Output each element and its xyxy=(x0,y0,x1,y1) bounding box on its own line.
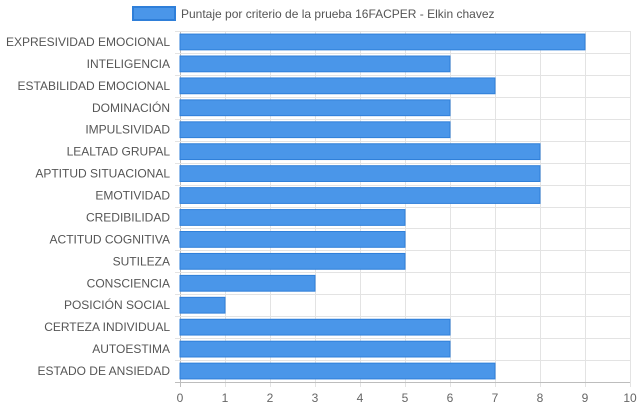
bar[interactable] xyxy=(179,340,451,358)
x-tick-label: 2 xyxy=(267,391,274,405)
x-tick-label: 1 xyxy=(222,391,229,405)
bar[interactable] xyxy=(179,362,496,380)
category-label: EXPRESIVIDAD EMOCIONAL xyxy=(6,35,170,49)
legend[interactable]: Puntaje por criterio de la prueba 16FACP… xyxy=(132,6,495,21)
bar[interactable] xyxy=(179,33,586,51)
bar[interactable] xyxy=(179,99,451,117)
category-label: INTELIGENCIA xyxy=(87,57,170,71)
legend-swatch xyxy=(132,6,176,21)
category-label: CREDIBILIDAD xyxy=(86,210,170,224)
category-label: ESTABILIDAD EMOCIONAL xyxy=(18,79,171,93)
category-label: LEALTAD GRUPAL xyxy=(67,145,171,159)
bar[interactable] xyxy=(179,252,406,270)
x-tick-label: 4 xyxy=(357,391,364,405)
category-label: IMPULSIVIDAD xyxy=(85,123,170,137)
x-tick-label: 8 xyxy=(537,391,544,405)
bar[interactable] xyxy=(179,55,451,73)
x-tick-label: 10 xyxy=(623,391,637,405)
x-tick-label: 3 xyxy=(312,391,319,405)
category-label: APTITUD SITUACIONAL xyxy=(35,167,170,181)
category-label: SUTILEZA xyxy=(113,254,170,268)
category-label: CERTEZA INDIVIDUAL xyxy=(44,320,170,334)
x-tick-label: 9 xyxy=(582,391,589,405)
bar[interactable] xyxy=(179,231,406,248)
category-label: EMOTIVIDAD xyxy=(95,189,170,203)
bar[interactable] xyxy=(179,296,226,314)
bar[interactable] xyxy=(179,165,541,182)
bars xyxy=(179,33,586,380)
category-label: CONSCIENCIA xyxy=(87,276,170,290)
bar[interactable] xyxy=(179,274,316,292)
y-axis-labels: EXPRESIVIDAD EMOCIONAL INTELIGENCIA ESTABI… xyxy=(6,35,170,378)
category-label: POSICIÓN SOCIAL xyxy=(64,297,170,312)
bar[interactable] xyxy=(179,121,451,139)
x-tick-label: 6 xyxy=(447,391,454,405)
x-tick-label: 5 xyxy=(402,391,409,405)
bar[interactable] xyxy=(179,143,541,161)
bar[interactable] xyxy=(179,187,541,204)
bar[interactable] xyxy=(179,209,406,226)
bar[interactable] xyxy=(179,77,496,95)
x-tick-label: 0 xyxy=(177,391,184,405)
category-label: AUTOESTIMA xyxy=(92,342,170,356)
x-axis-labels: 0 1 2 3 4 5 6 7 8 9 10 xyxy=(177,391,637,405)
category-label: ESTADO DE ANSIEDAD xyxy=(38,364,171,378)
legend-label: Puntaje por criterio de la prueba 16FACP… xyxy=(181,7,495,21)
x-tick-label: 7 xyxy=(492,391,499,405)
category-label: ACTITUD COGNITIVA xyxy=(50,232,170,246)
bar[interactable] xyxy=(179,318,451,336)
category-label: DOMINACIÓN xyxy=(92,100,170,115)
